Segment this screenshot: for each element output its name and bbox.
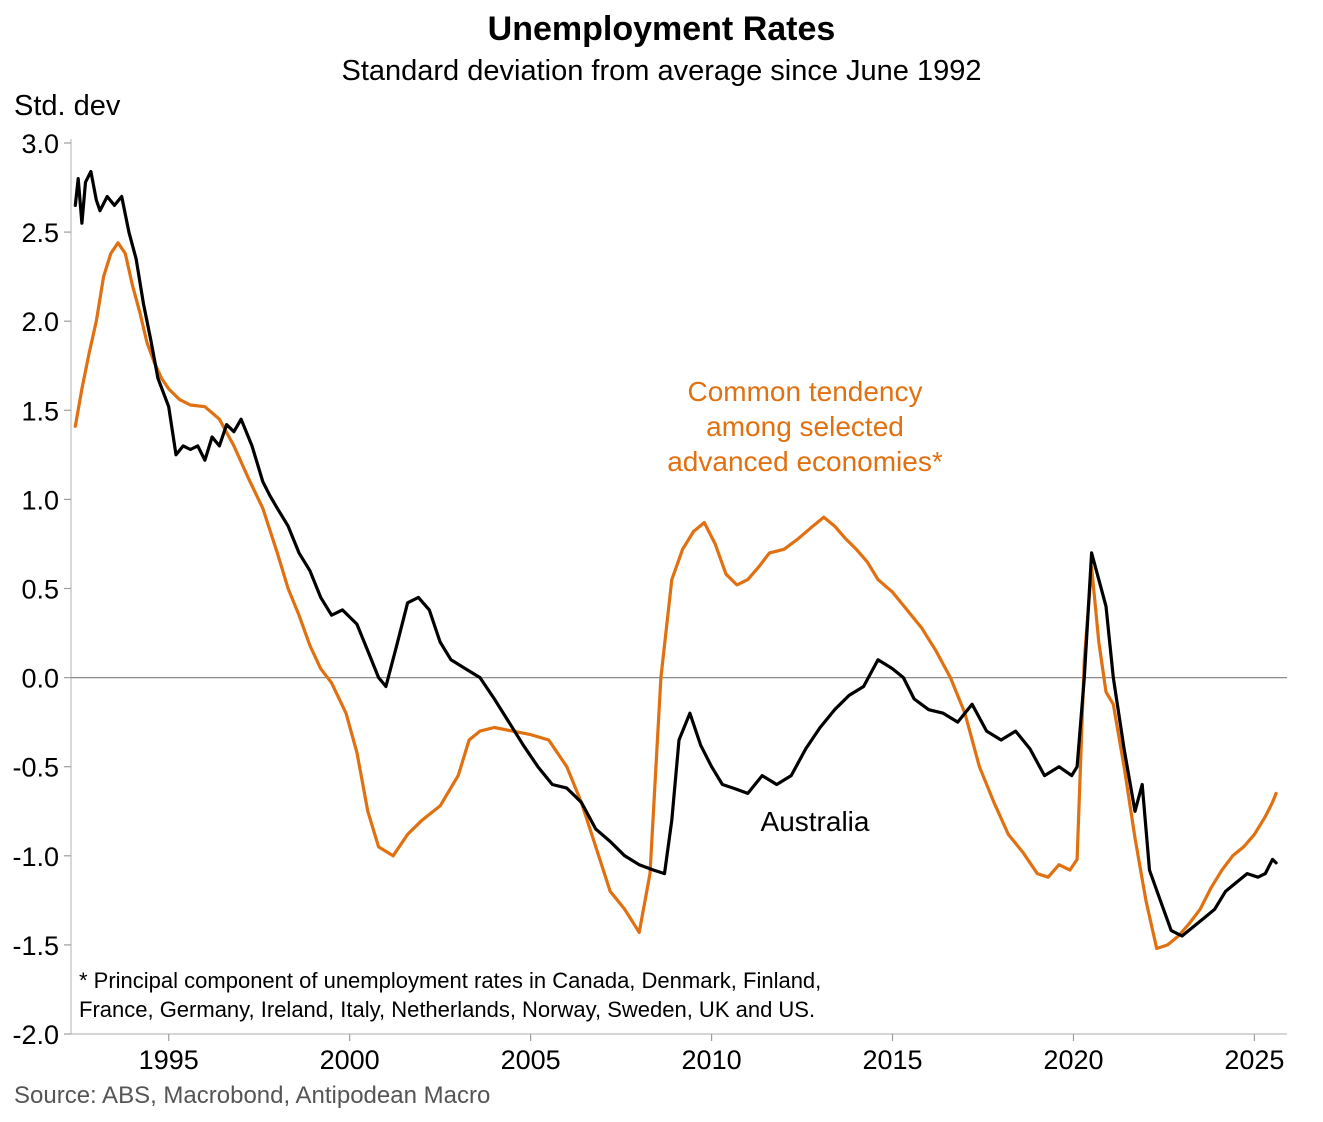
y-tick-label: 0.5: [21, 575, 59, 605]
x-tick-label: 2000: [320, 1045, 380, 1075]
y-tick-label: 1.0: [21, 485, 59, 515]
y-tick-label: -1.0: [12, 842, 59, 872]
series-labels: Common tendency among selected advanced ec…: [667, 376, 943, 837]
y-tick-label: -0.5: [12, 753, 59, 783]
x-tick-label: 2020: [1043, 1045, 1103, 1075]
footnote: * Principal component of unemployment ra…: [79, 966, 821, 1024]
y-axis-label: Std. dev: [14, 90, 121, 122]
chart-subtitle: Standard deviation from average since Ju…: [341, 55, 982, 87]
x-tick-label: 2025: [1224, 1045, 1284, 1075]
chart-title: Unemployment Rates: [487, 10, 836, 48]
series-layer: [73, 169, 1278, 951]
australia-label-line: Australia: [761, 806, 870, 837]
footnote-line-2: France, Germany, Ireland, Italy, Netherl…: [79, 997, 816, 1022]
common-tendency-label-line: Common tendency: [687, 376, 922, 407]
y-tick-label: 1.5: [21, 396, 59, 426]
y-tick-label: 2.0: [21, 307, 59, 337]
common-tendency-label-line: advanced economies*: [667, 446, 943, 477]
x-tick-label: 2015: [862, 1045, 922, 1075]
x-tick-label: 2005: [501, 1045, 561, 1075]
y-tick-label: 3.0: [21, 129, 59, 159]
y-tick-label: 0.0: [21, 664, 59, 694]
y-tick-label: -1.5: [12, 931, 59, 961]
common-tendency-series-line: [73, 241, 1278, 951]
axes: 3.0 2.5 2.0 1.5 1.0 0.5 0.0 -0.5 -1.0 -1.5 -2.0 199…: [12, 129, 1287, 1075]
y-tick-label: -2.0: [12, 1020, 59, 1050]
common-tendency-label-line: among selected: [706, 411, 904, 442]
australia-series-line: [73, 169, 1278, 938]
footnote-line-1: * Principal component of unemployment ra…: [79, 968, 822, 993]
x-tick-label: 2010: [682, 1045, 742, 1075]
source-note: Source: ABS, Macrobond, Antipodean Macro: [14, 1082, 491, 1109]
x-tick-label: 1995: [139, 1045, 199, 1075]
y-tick-label: 2.5: [21, 218, 59, 248]
